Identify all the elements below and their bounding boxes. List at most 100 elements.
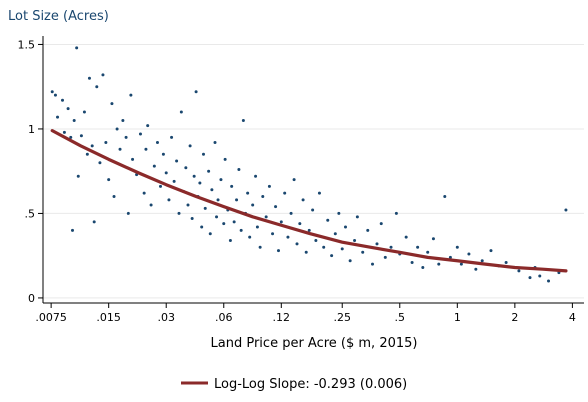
x-tick-label: .03 [157, 311, 175, 324]
scatter-point [198, 181, 202, 185]
scatter-point [361, 250, 365, 254]
scatter-point [255, 225, 259, 229]
scatter-point [152, 164, 156, 168]
scatter-point [337, 211, 341, 215]
x-tick-label: .5 [395, 311, 406, 324]
scatter-point [155, 140, 159, 144]
scatter-point [129, 93, 133, 97]
scatter-point [112, 195, 116, 199]
legend: Log-Log Slope: -0.293 (0.006) [181, 377, 407, 392]
scatter-point [547, 279, 551, 283]
legend-label-fit-line: Log-Log Slope: -0.293 (0.006) [214, 377, 407, 392]
scatter-point [131, 157, 135, 161]
scatter-point [317, 191, 321, 195]
scatter-point [298, 222, 302, 226]
scatter-point [235, 198, 239, 202]
fit-line-series [50, 129, 568, 273]
scatter-point [480, 259, 484, 263]
scatter-point [76, 174, 80, 178]
scatter-point [394, 211, 398, 215]
scatter-point [126, 211, 130, 215]
scatter-point [564, 208, 568, 212]
y-tick-label: 1.5 [18, 38, 36, 51]
scatter-point [304, 250, 308, 254]
scatter-series [50, 46, 568, 283]
scatter-point [431, 237, 435, 241]
scatter-point [311, 208, 315, 212]
scatter-point [208, 232, 212, 236]
scatter-point [274, 205, 278, 209]
scatter-point [276, 249, 280, 253]
scatter-point [164, 171, 168, 175]
scatter-point [222, 222, 226, 226]
scatter-point [70, 228, 74, 232]
scatter-point [348, 259, 352, 263]
scatter-point [271, 232, 275, 236]
scatter-point [448, 255, 452, 259]
scatter-point [459, 262, 463, 266]
scatter-point [213, 140, 217, 144]
x-tick-label: 2 [511, 311, 518, 324]
scatter-point [101, 73, 105, 77]
scatter-point [455, 245, 459, 249]
scatter-point [416, 245, 420, 249]
scatter-point [289, 211, 293, 215]
scatter-point [292, 178, 296, 182]
scatter-point [538, 274, 542, 278]
scatter-point [223, 157, 227, 161]
scatter-point [90, 144, 94, 148]
scatter-point [146, 124, 150, 128]
scatter-point [107, 178, 111, 182]
scatter-point [121, 118, 125, 122]
scatter-point [200, 225, 204, 229]
scatter-point [283, 191, 287, 195]
scatter-point [421, 266, 425, 270]
scatter-point [241, 118, 245, 122]
scatter-point [104, 140, 108, 144]
x-ticks: .0075 .015 .03 .06 .12 .25 .5 1 2 4 [35, 303, 576, 324]
scatter-point [118, 147, 122, 151]
scatter-point [375, 242, 379, 246]
scatter-point [517, 269, 521, 273]
scatter-point [66, 107, 70, 111]
scatter-point [124, 135, 128, 139]
scatter-point [326, 218, 330, 222]
x-tick-label: .06 [215, 311, 233, 324]
scatter-point [158, 184, 162, 188]
scatter-point [467, 252, 471, 256]
scatter-point [85, 152, 89, 156]
scatter-point [426, 250, 430, 254]
scatter-point [254, 174, 258, 178]
fit-line [50, 129, 568, 273]
scatter-point [474, 267, 478, 271]
y-tick-label: .5 [25, 207, 36, 220]
scatter-point [279, 220, 283, 224]
y-tick-label: 1 [28, 123, 35, 136]
scatter-point [343, 225, 347, 229]
scatter-point [340, 247, 344, 251]
scatter-point [188, 144, 192, 148]
scatter-point [194, 90, 198, 94]
scatter-point [170, 135, 174, 139]
scatter-point [410, 260, 414, 264]
scatter-point [389, 245, 393, 249]
x-tick-label: .0075 [35, 311, 67, 324]
scatter-point [115, 127, 119, 131]
scatter-point [60, 98, 64, 102]
x-tick-label: 4 [569, 311, 576, 324]
scatter-point [56, 115, 60, 119]
y-tick-label: 0 [28, 292, 35, 305]
scatter-point [219, 178, 223, 182]
scatter-point [138, 132, 142, 136]
scatter-point [175, 159, 179, 163]
y-axis-title: Lot Size (Acres) [8, 9, 109, 24]
scatter-point [87, 76, 91, 80]
scatter-point [210, 188, 214, 192]
scatter-point [437, 262, 441, 266]
scatter-point [201, 152, 205, 156]
scatter-point [248, 235, 252, 239]
scatter-point [75, 46, 79, 50]
scatter-point [207, 169, 211, 173]
scatter-point [161, 152, 165, 156]
